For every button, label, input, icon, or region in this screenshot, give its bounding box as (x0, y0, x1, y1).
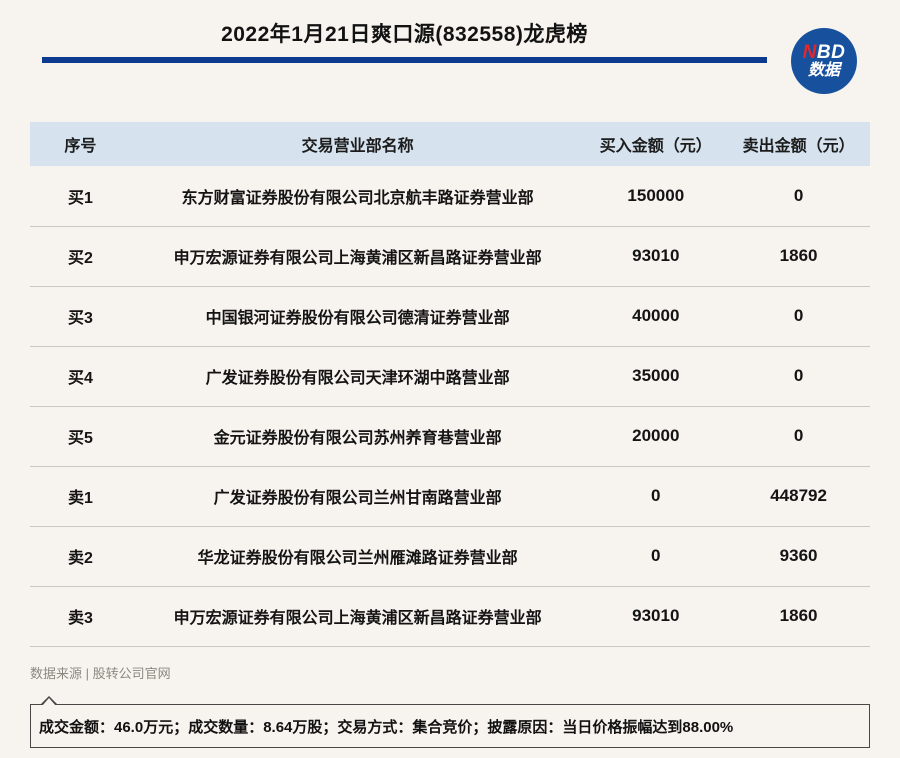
rank-cell: 买5 (30, 406, 131, 467)
broker-name-cell: 广发证券股份有限公司兰州甘南路营业部 (130, 466, 585, 527)
col-header-rank: 序号 (30, 122, 131, 166)
data-source-label: 数据来源 | 股转公司官网 (30, 665, 171, 681)
nbd-logo-text: NBD (802, 41, 846, 63)
nbd-logo: NBD 数据 (791, 28, 857, 94)
table-row: 买3 中国银河证券股份有限公司德清证券营业部 40000 0 (30, 286, 870, 347)
buy-amount-cell: 150000 (584, 166, 728, 227)
buy-amount-cell: 0 (584, 466, 728, 527)
broker-name-cell: 东方财富证券股份有限公司北京航丰路证券营业部 (130, 166, 585, 227)
col-header-sell: 卖出金额（元） (727, 122, 870, 166)
title-area: 2022年1月21日爽口源(832558)龙虎榜 (42, 0, 767, 50)
broker-name-cell: 申万宏源证券有限公司上海黄浦区新昌路证券营业部 (130, 226, 585, 287)
broker-name-cell: 华龙证券股份有限公司兰州雁滩路证券营业部 (130, 526, 585, 587)
lhb-table-container: 序号 交易营业部名称 买入金额（元） 卖出金额（元） 买1 东方财富证券股份有限… (30, 122, 870, 647)
broker-name-cell: 广发证券股份有限公司天津环湖中路营业部 (130, 346, 585, 407)
buy-amount-cell: 40000 (584, 286, 728, 347)
sell-amount-cell: 1860 (727, 586, 870, 647)
nbd-logo-n: N (802, 41, 817, 63)
sell-amount-cell: 0 (727, 346, 870, 407)
nbd-logo-subtext: 数据 (807, 61, 840, 79)
rank-cell: 买1 (30, 166, 131, 227)
title-underline (42, 57, 767, 63)
table-row: 买2 申万宏源证券有限公司上海黄浦区新昌路证券营业部 93010 1860 (30, 226, 870, 287)
trade-summary-text: 成交金额：46.0万元；成交数量：8.64万股；交易方式：集合竞价；披露原因：当… (39, 718, 734, 736)
buy-amount-cell: 93010 (584, 586, 728, 647)
page-title: 2022年1月21日爽口源(832558)龙虎榜 (221, 23, 588, 46)
rank-cell: 买2 (30, 226, 131, 287)
rank-cell: 买3 (30, 286, 131, 347)
buy-amount-cell: 93010 (584, 226, 728, 287)
report-header: 2022年1月21日爽口源(832558)龙虎榜 NBD 数据 (0, 0, 900, 94)
broker-name-cell: 申万宏源证券有限公司上海黄浦区新昌路证券营业部 (130, 586, 585, 647)
sell-amount-cell: 0 (727, 406, 870, 467)
rank-cell: 卖2 (30, 526, 131, 587)
table-row: 买5 金元证券股份有限公司苏州养育巷营业部 20000 0 (30, 406, 870, 467)
lhb-table: 序号 交易营业部名称 买入金额（元） 卖出金额（元） 买1 东方财富证券股份有限… (30, 122, 870, 647)
rank-cell: 卖1 (30, 466, 131, 527)
table-header-row: 序号 交易营业部名称 买入金额（元） 卖出金额（元） (30, 122, 870, 166)
buy-amount-cell: 0 (584, 526, 728, 587)
sell-amount-cell: 9360 (727, 526, 870, 587)
trade-summary-callout: 成交金额：46.0万元；成交数量：8.64万股；交易方式：集合竞价；披露原因：当… (30, 695, 870, 748)
col-header-broker: 交易营业部名称 (130, 122, 585, 166)
table-row: 卖3 申万宏源证券有限公司上海黄浦区新昌路证券营业部 93010 1860 (30, 586, 870, 647)
table-row: 卖2 华龙证券股份有限公司兰州雁滩路证券营业部 0 9360 (30, 526, 870, 587)
sell-amount-cell: 1860 (727, 226, 870, 287)
col-header-buy: 买入金额（元） (584, 122, 728, 166)
sell-amount-cell: 0 (727, 286, 870, 347)
buy-amount-cell: 35000 (584, 346, 728, 407)
sell-amount-cell: 0 (727, 166, 870, 227)
rank-cell: 买4 (30, 346, 131, 407)
broker-name-cell: 中国银河证券股份有限公司德清证券营业部 (130, 286, 585, 347)
nbd-logo-bd: BD (816, 41, 846, 63)
sell-amount-cell: 448792 (727, 466, 870, 527)
broker-name-cell: 金元证券股份有限公司苏州养育巷营业部 (130, 406, 585, 467)
table-row: 卖1 广发证券股份有限公司兰州甘南路营业部 0 448792 (30, 466, 870, 527)
buy-amount-cell: 20000 (584, 406, 728, 467)
table-row: 买1 东方财富证券股份有限公司北京航丰路证券营业部 150000 0 (30, 166, 870, 227)
table-row: 买4 广发证券股份有限公司天津环湖中路营业部 35000 0 (30, 346, 870, 407)
rank-cell: 卖3 (30, 586, 131, 647)
